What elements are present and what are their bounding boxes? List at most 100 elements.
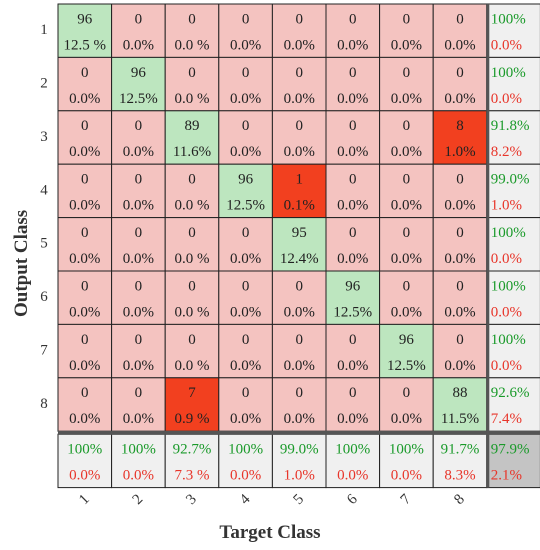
col-summary-error: 0.0% [69,468,100,484]
cell-percent: 0.0 % [175,251,210,267]
matrix-cell [164,56,220,112]
cell-percent: 0.0% [230,304,261,320]
cell-percent: 0.0% [69,198,100,214]
cell-count: 0 [242,278,250,294]
cell-percent: 0.0% [123,251,154,267]
x-tick-label: 3 [183,491,200,508]
col-summary-cell [111,433,166,489]
matrix-cell [325,377,381,432]
cell-count: 0 [242,118,250,134]
matrix-cell [164,3,220,58]
cell-percent: 0.0% [391,411,422,427]
cell-percent: 0.0% [391,198,422,214]
x-tick-label: 1 [76,491,93,508]
col-summary-correct: 100% [121,442,156,458]
cell-percent: 0.0% [284,411,315,427]
col-summary-error: 8.3% [444,468,475,484]
cell-percent: 0.0 % [175,37,210,53]
cell-percent: 0.0% [284,91,315,107]
cell-count: 0 [135,118,143,134]
cell-percent: 0.0% [230,358,261,374]
cell-count: 0 [295,385,303,401]
cell-count: 0 [349,332,357,348]
cell-percent: 0.0% [391,251,422,267]
cell-count: 0 [242,332,250,348]
matrix-cell [57,3,113,58]
cell-percent: 0.0% [337,91,368,107]
row-summary-error: 0.0% [491,251,522,267]
cell-count: 0 [456,65,464,81]
cell-percent: 0.0% [69,144,100,160]
cell-count: 0 [349,385,357,401]
y-tick-label: 5 [40,236,48,252]
y-tick-label: 4 [40,182,48,198]
matrix-cell [271,377,327,432]
cell-count: 0 [456,172,464,188]
x-axis-label: Target Class [219,522,321,543]
cell-count: 0 [81,278,89,294]
cell-percent: 0.0% [337,251,368,267]
cell-percent: 0.0% [284,37,315,53]
cell-count: 96 [238,172,254,188]
matrix-cell [111,377,166,432]
cell-percent: 12.5% [387,358,426,374]
overall-cell [486,433,540,489]
row-summary-error: 7.4% [491,411,522,427]
cell-count: 0 [81,65,89,81]
cell-percent: 0.0 % [175,304,210,320]
x-tick-label: 2 [130,491,147,508]
cell-count: 96 [345,278,361,294]
matrix-cell [432,217,488,272]
cell-percent: 0.0% [444,198,475,214]
matrix-cell [432,3,488,58]
col-summary-error: 0.0% [337,468,368,484]
col-summary-error: 1.0% [284,468,315,484]
row-summary-error: 0.0% [491,304,522,320]
cell-percent: 11.6% [173,144,211,160]
x-tick-label: 7 [398,491,415,508]
cell-percent: 0.9 % [175,411,210,427]
row-summary-correct: 92.6% [491,385,530,401]
cell-percent: 0.0% [444,91,475,107]
cell-count: 0 [403,225,411,241]
col-summary-correct: 100% [389,442,424,458]
cell-percent: 12.5% [119,91,158,107]
cell-percent: 0.0% [230,37,261,53]
matrix-cell [164,163,220,219]
cell-count: 0 [188,11,196,27]
matrix-cell [218,56,273,112]
cell-percent: 0.0% [123,37,154,53]
cell-percent: 0.0% [337,37,368,53]
matrix-cell [164,110,220,165]
y-tick-label: 2 [40,76,48,92]
cell-percent: 0.0% [123,358,154,374]
matrix-cell [432,323,488,379]
matrix-cell [111,323,166,379]
cell-percent: 0.0% [69,358,100,374]
col-summary-error: 7.3 % [175,468,210,484]
cell-count: 0 [242,385,250,401]
cell-count: 0 [349,11,357,27]
cell-count: 96 [399,332,415,348]
cell-percent: 0.0% [69,411,100,427]
cell-percent: 0.0% [337,358,368,374]
row-summary-correct: 100% [491,332,526,348]
col-summary-correct: 92.7% [173,442,212,458]
matrix-cell [379,110,434,165]
cell-percent: 0.0% [230,91,261,107]
row-summary-cell [486,110,540,165]
matrix-cell [57,56,113,112]
row-summary-correct: 100% [491,225,526,241]
col-summary-correct: 100% [67,442,102,458]
cell-count: 8 [456,118,464,134]
matrix-cell [57,110,113,165]
matrix-cell [164,377,220,432]
matrix-cell [111,56,166,112]
cell-count: 0 [349,172,357,188]
col-summary-cell [164,433,220,489]
cell-percent: 0.0% [284,358,315,374]
y-tick-label: 1 [40,22,48,38]
col-summary-error: 0.0% [391,468,422,484]
cell-percent: 0.0% [123,304,154,320]
cell-percent: 0.0% [444,304,475,320]
